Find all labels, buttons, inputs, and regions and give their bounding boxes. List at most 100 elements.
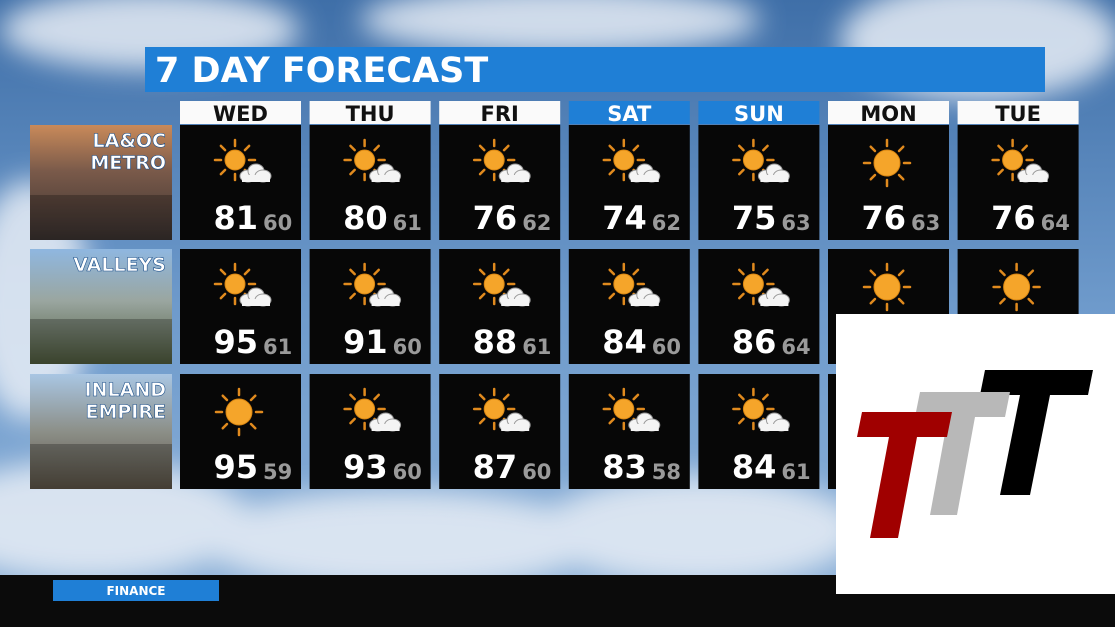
- ticker-label: FINANCE: [106, 584, 165, 598]
- day-header: [957, 101, 1079, 124]
- forecast-cell: 76 64: [957, 125, 1079, 240]
- high-temp: 86: [732, 323, 777, 361]
- sun-ray: [478, 268, 486, 276]
- cloud: [628, 287, 661, 307]
- title: 7 DAY FORECAST: [155, 51, 488, 91]
- day-header: [439, 101, 561, 124]
- sun-ray: [478, 292, 486, 300]
- sun: [225, 398, 253, 426]
- sun: [483, 398, 505, 420]
- sun: [873, 273, 901, 301]
- region-label: METRO: [90, 152, 166, 174]
- sun: [224, 149, 246, 171]
- high-temp: 74: [602, 199, 647, 237]
- sun-ray: [608, 168, 616, 176]
- sun-ray: [897, 145, 905, 153]
- sun: [483, 273, 505, 295]
- sun-ray: [249, 394, 257, 402]
- low-temp: 60: [263, 211, 292, 235]
- low-temp: 62: [652, 211, 681, 235]
- cloud: [628, 412, 661, 432]
- cloud-base: [371, 424, 400, 431]
- cloud: [498, 412, 531, 432]
- day-header: [828, 101, 949, 124]
- cell-background: [309, 125, 431, 240]
- low-temp: 60: [393, 335, 422, 359]
- region-photo: [30, 374, 172, 489]
- sun-ray: [1021, 144, 1028, 152]
- sun-ray: [349, 417, 356, 425]
- forecast-cell: 87 60: [439, 374, 561, 489]
- sun-ray: [997, 144, 1004, 152]
- cloud-base: [760, 299, 789, 306]
- sun-ray: [349, 292, 356, 300]
- sun-ray: [608, 268, 616, 276]
- sun: [1002, 149, 1024, 171]
- high-temp: 76: [991, 199, 1036, 237]
- sun: [354, 149, 376, 171]
- cell-background: [568, 125, 690, 240]
- day-label: MON: [860, 102, 916, 126]
- ticker-tab: [53, 580, 219, 601]
- sun-ray: [478, 144, 486, 152]
- high-temp: 81: [213, 199, 258, 237]
- forecast-cell: 83 58: [568, 374, 690, 489]
- cell-background: [698, 249, 820, 364]
- cloud-base: [630, 175, 659, 182]
- sun-ray: [999, 269, 1006, 277]
- day-label: THU: [346, 102, 395, 126]
- low-temp: 61: [781, 460, 810, 484]
- forecast-cell: 95 61: [180, 249, 301, 364]
- day-label: TUE: [995, 102, 1041, 126]
- day-header: [180, 101, 301, 124]
- region-photo: [30, 249, 172, 364]
- photo-detail: [30, 319, 172, 364]
- sun-ray: [502, 144, 510, 152]
- forecast-cell: 93 60: [309, 374, 431, 489]
- sun-ray: [221, 422, 229, 430]
- cloud: [498, 163, 531, 183]
- low-temp: 62: [522, 211, 551, 235]
- sun-ray: [869, 297, 877, 305]
- cell-background: [568, 249, 690, 364]
- sun-ray: [869, 173, 877, 181]
- high-temp: 95: [213, 323, 258, 361]
- high-temp: 93: [343, 448, 388, 486]
- cloud: [239, 287, 272, 307]
- cell-background: [180, 125, 301, 240]
- low-temp: 61: [263, 335, 292, 359]
- sun-ray: [219, 144, 227, 152]
- forecast-cell: 75 63: [698, 125, 820, 240]
- sun-ray: [762, 144, 769, 152]
- sun-ray: [738, 292, 745, 300]
- cloud-base: [1019, 175, 1048, 182]
- sun-ray: [478, 417, 486, 425]
- sun-ray: [1027, 297, 1035, 305]
- cloud-base: [371, 175, 400, 182]
- sun-ray: [349, 144, 356, 152]
- high-temp: 84: [602, 323, 647, 361]
- sun-ray: [349, 168, 356, 176]
- high-temp: 80: [343, 199, 388, 237]
- sun-ray: [869, 145, 877, 153]
- sun-ray: [999, 297, 1006, 305]
- sun-ray: [738, 168, 745, 176]
- sun-ray: [608, 144, 616, 152]
- sun-ray: [1027, 269, 1035, 277]
- sun-ray: [349, 393, 356, 401]
- cloud-base: [501, 299, 530, 306]
- sun-ray: [608, 393, 616, 401]
- cloud-base: [501, 175, 530, 182]
- sun-ray: [243, 268, 251, 276]
- sun-ray: [632, 393, 640, 401]
- high-temp: 87: [473, 448, 518, 486]
- cloud: [757, 163, 790, 183]
- day-header: [698, 101, 820, 124]
- sun-ray: [897, 297, 905, 305]
- cell-background: [568, 374, 690, 489]
- cell-background: [180, 249, 301, 364]
- sun-ray: [632, 144, 640, 152]
- clouds: [0, 0, 1115, 590]
- cloud: [369, 163, 402, 183]
- cloud-base: [371, 299, 400, 306]
